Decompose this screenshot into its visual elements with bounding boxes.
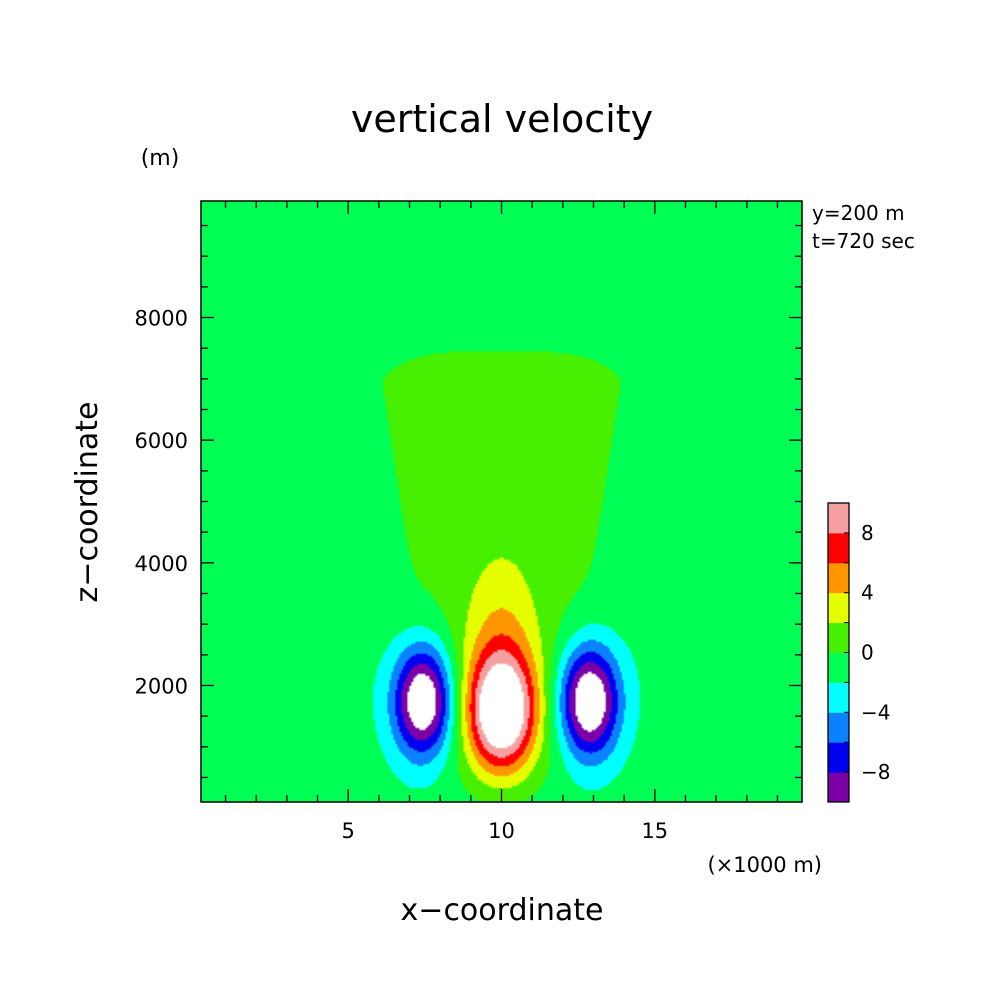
y-tick-label: 8000: [135, 307, 188, 331]
x-tick-label: 15: [641, 819, 668, 843]
colorbar-swatch: [828, 652, 849, 683]
colorbar-swatch: [828, 562, 849, 594]
info-t: t=720 sec: [812, 229, 915, 253]
colorbar-swatch: [828, 592, 849, 624]
colorbar-swatch: [828, 712, 849, 743]
y-tick-label: 4000: [135, 552, 188, 576]
contour-raster: [201, 201, 802, 802]
colorbar-label: 4: [861, 581, 874, 605]
x-unit-label: (×1000 m): [707, 853, 822, 877]
y-tick-label: 2000: [135, 674, 188, 698]
y-unit-label: (m): [141, 146, 180, 171]
contour-field: [201, 201, 802, 802]
colorbar-swatch: [828, 772, 849, 803]
colorbar-swatch: [828, 742, 849, 773]
colorbar-swatch: [828, 682, 849, 713]
colorbar-label: 0: [861, 641, 874, 665]
y-axis-label: z−coordinate: [70, 402, 105, 603]
colorbar-label: −4: [861, 700, 890, 724]
colorbar: −8 −4 0 4 8: [827, 502, 890, 803]
chart-title: vertical velocity: [351, 97, 653, 141]
y-tick-label: 6000: [135, 429, 188, 453]
info-y: y=200 m: [812, 201, 905, 225]
x-axis-label: x−coordinate: [401, 893, 604, 928]
colorbar-swatch: [828, 622, 849, 653]
colorbar-label: 8: [861, 521, 874, 545]
colorbar-label: −8: [861, 760, 890, 784]
x-tick-label: 5: [341, 819, 354, 843]
x-tick-label: 10: [488, 819, 515, 843]
colorbar-swatch: [828, 503, 849, 534]
colorbar-swatch: [828, 532, 849, 564]
axis-ticks: 5 10 15 2000 4000 6000 8000: [135, 201, 802, 843]
